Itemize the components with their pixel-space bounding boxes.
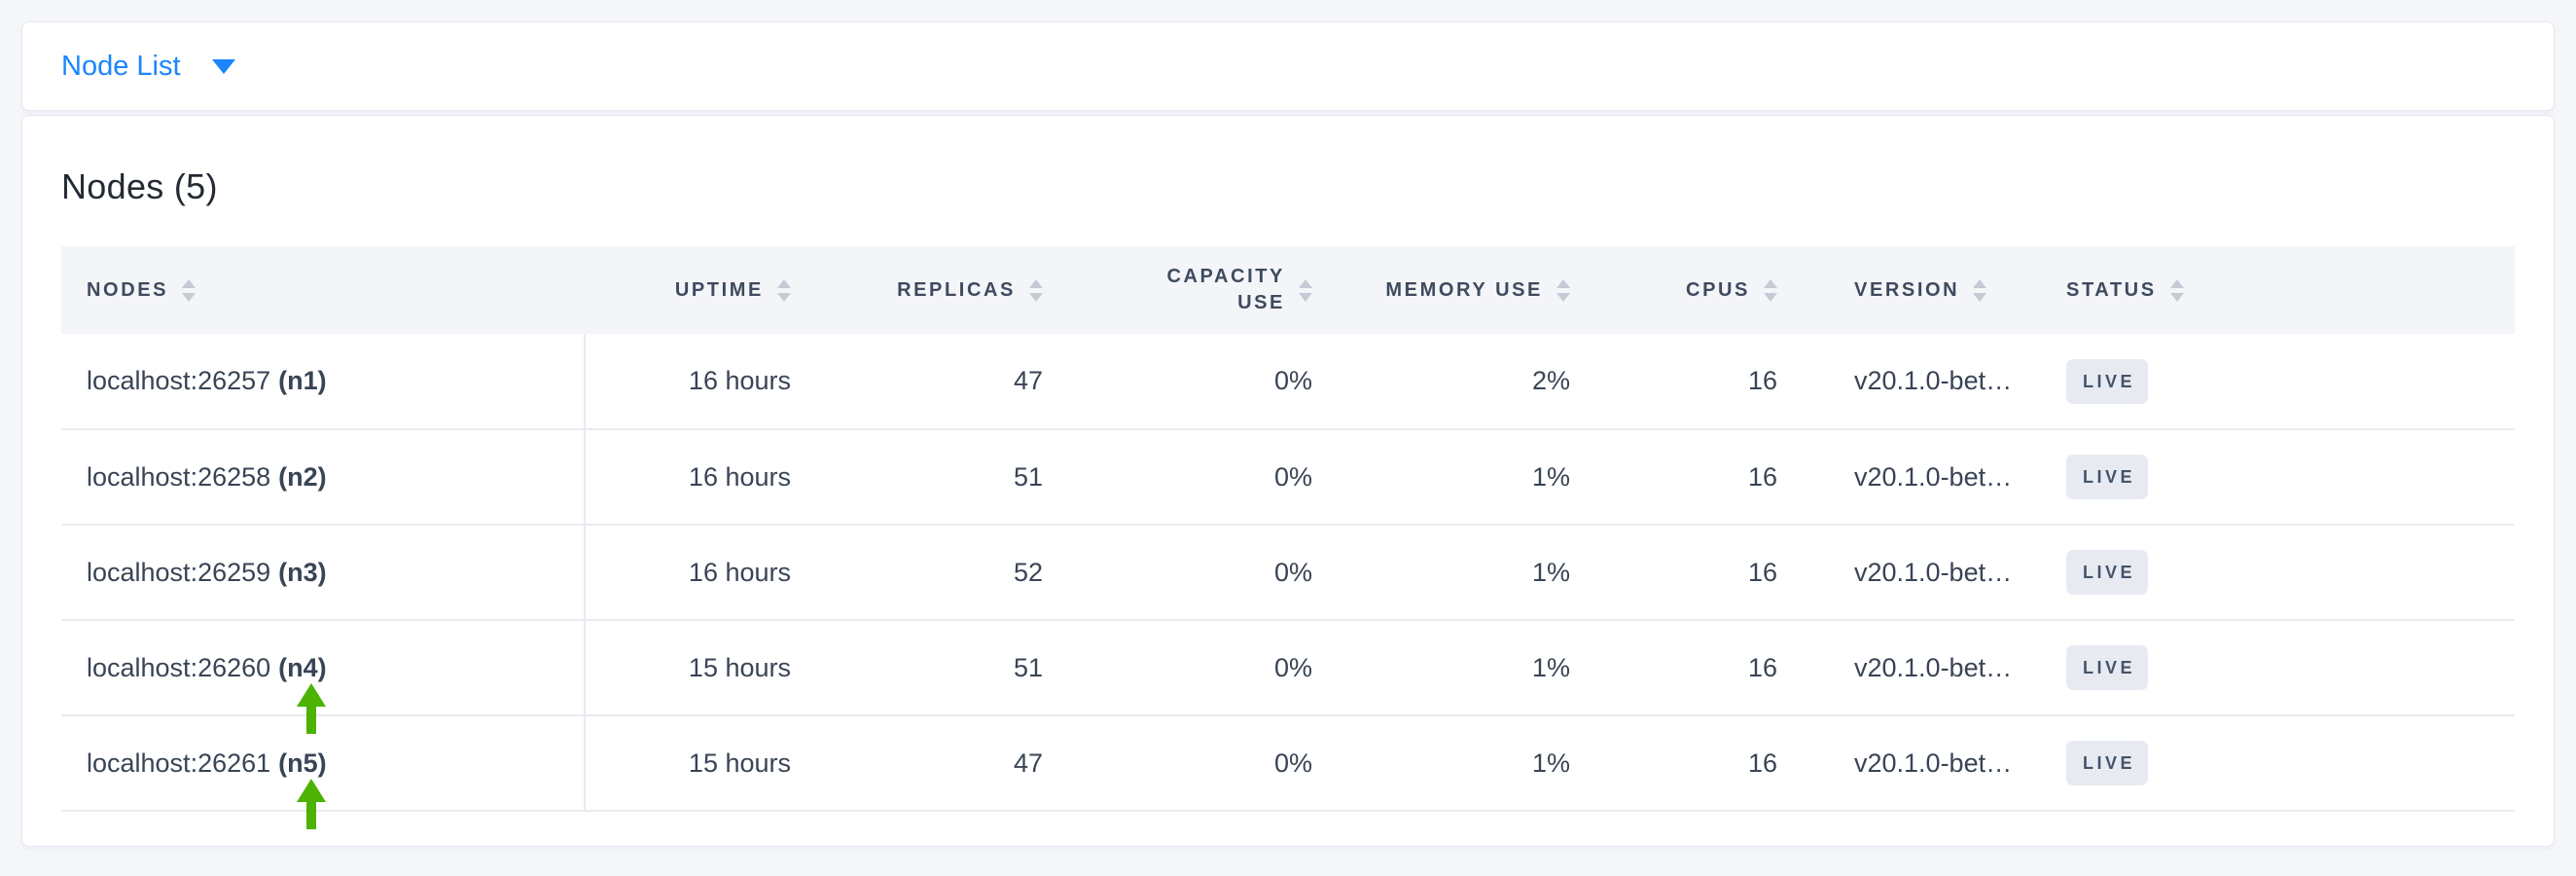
nodes-table: NODES UPTIME REPLICAS CAPACITY USE MEMOR… (61, 246, 2515, 829)
uptime-cell: 16 hours (585, 525, 828, 621)
status-badge: LIVE (2066, 550, 2149, 595)
status-cell: LIVE (2047, 620, 2515, 716)
table-header-row: NODES UPTIME REPLICAS CAPACITY USE MEMOR… (61, 246, 2515, 334)
cpus-cell: 16 (1587, 429, 1796, 526)
version-cell: v20.1.0-bet… (1796, 525, 2047, 621)
node-address: localhost:26258 (87, 461, 271, 492)
uptime-cell: 16 hours (585, 429, 828, 526)
table-row: localhost:26259 (n3) 16 hours 52 0% 1% 16… (61, 525, 2515, 621)
column-header-capacity-use[interactable]: CAPACITY USE (1066, 246, 1329, 334)
cpus-cell: 16 (1587, 334, 1796, 430)
node-address: localhost:26260 (87, 652, 271, 682)
status-badge: LIVE (2066, 358, 2149, 404)
memory-use-cell: 1% (1329, 525, 1587, 621)
memory-use-cell: 1% (1329, 715, 1587, 812)
version-cell: v20.1.0-bet… (1796, 429, 2047, 526)
chevron-down-icon (211, 58, 235, 74)
sort-icon (182, 278, 197, 302)
column-header-uptime[interactable]: UPTIME (585, 246, 828, 334)
status-cell: LIVE (2047, 429, 2515, 526)
status-badge: LIVE (2066, 645, 2149, 690)
node-address-cell: localhost:26259 (n3) (61, 525, 586, 621)
status-cell: LIVE (2047, 715, 2515, 812)
uptime-cell: 16 hours (585, 334, 828, 430)
status-badge: LIVE (2066, 455, 2149, 499)
node-list-dropdown-label: Node List (61, 50, 181, 82)
cpus-cell: 16 (1587, 525, 1796, 621)
sort-icon (777, 278, 791, 302)
replicas-cell: 47 (828, 715, 1066, 812)
column-header-memory-use[interactable]: MEMORY USE (1329, 246, 1587, 334)
node-address-cell: localhost:26258 (n2) (61, 429, 586, 526)
capacity-use-cell: 0% (1066, 715, 1329, 812)
node-address-cell: localhost:26260 (n4) (61, 620, 586, 734)
node-list-dropdown[interactable]: Node List (61, 50, 235, 82)
version-cell: v20.1.0-bet… (1796, 715, 2047, 812)
sort-icon (1764, 278, 1777, 302)
uptime-cell: 15 hours (585, 620, 828, 716)
sort-icon (1029, 278, 1043, 302)
node-address-cell: localhost:26257 (n1) (61, 334, 586, 430)
table-row: localhost:26257 (n1) 16 hours 47 0% 2% 16… (61, 334, 2515, 430)
view-selector-bar: Node List (21, 21, 2555, 111)
sort-icon (1973, 278, 1987, 302)
green-up-arrow-icon (297, 779, 326, 829)
green-up-arrow-icon (297, 683, 326, 734)
status-cell: LIVE (2047, 525, 2515, 621)
node-address: localhost:26257 (87, 366, 271, 395)
capacity-use-cell: 0% (1066, 429, 1329, 526)
cpus-cell: 16 (1587, 620, 1796, 716)
table-row: localhost:26258 (n2) 16 hours 51 0% 1% 16… (61, 429, 2515, 526)
node-id: (n2) (278, 461, 327, 492)
replicas-cell: 52 (828, 525, 1066, 621)
table-row: localhost:26261 (n5) 15 hours 47 0% 1% 16… (61, 715, 2515, 829)
capacity-use-cell: 0% (1066, 620, 1329, 716)
version-cell: v20.1.0-bet… (1796, 334, 2047, 430)
cpus-cell: 16 (1587, 715, 1796, 812)
column-header-nodes[interactable]: NODES (61, 246, 585, 334)
sort-icon (2169, 278, 2184, 302)
memory-use-cell: 1% (1329, 620, 1587, 716)
version-cell: v20.1.0-bet… (1796, 620, 2047, 716)
page-title: Nodes (5) (61, 166, 218, 206)
node-id: (n3) (278, 557, 327, 587)
uptime-cell: 15 hours (585, 715, 828, 812)
nodes-panel: Nodes (5) NODES UPTIME REPLICAS (21, 115, 2555, 847)
node-address-cell: localhost:26261 (n5) (61, 715, 586, 829)
node-id: (n5) (278, 748, 327, 778)
memory-use-cell: 1% (1329, 429, 1587, 526)
column-header-replicas[interactable]: REPLICAS (828, 246, 1066, 334)
node-address: localhost:26259 (87, 557, 271, 587)
status-badge: LIVE (2066, 741, 2149, 785)
replicas-cell: 51 (828, 429, 1066, 526)
table-row: localhost:26260 (n4) 15 hours 51 0% 1% 16… (61, 620, 2515, 734)
replicas-cell: 51 (828, 620, 1066, 716)
column-header-cpus[interactable]: CPUS (1587, 246, 1796, 334)
sort-icon (1299, 278, 1312, 302)
status-cell: LIVE (2047, 334, 2515, 430)
capacity-use-cell: 0% (1066, 334, 1329, 430)
replicas-cell: 47 (828, 334, 1066, 430)
node-address: localhost:26261 (87, 748, 271, 778)
memory-use-cell: 2% (1329, 334, 1587, 430)
column-header-status[interactable]: STATUS (2047, 246, 2515, 334)
sort-icon (1556, 278, 1570, 302)
node-id: (n1) (278, 366, 327, 395)
node-id: (n4) (278, 652, 327, 682)
capacity-use-cell: 0% (1066, 525, 1329, 621)
column-header-version[interactable]: VERSION (1796, 246, 2047, 334)
